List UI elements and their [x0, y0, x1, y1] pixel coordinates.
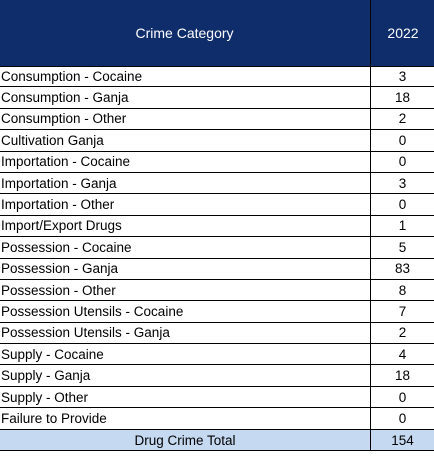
total-row: Drug Crime Total 154	[0, 430, 434, 451]
header-year: 2022	[370, 0, 434, 66]
table-row: Possession Utensils - Ganja 2	[0, 322, 434, 345]
row-category: Consumption - Other	[1, 111, 127, 127]
row-value: 0	[370, 194, 434, 215]
bottom-divider	[0, 451, 434, 456]
row-value: 0	[370, 386, 434, 408]
row-category: Possession - Cocaine	[1, 239, 132, 255]
row-value: 5	[370, 237, 434, 258]
row-category: Supply - Cocaine	[1, 346, 104, 362]
row-value: 3	[370, 66, 434, 87]
table-body: Consumption - Cocaine 3 Consumption - Ga…	[0, 66, 434, 430]
table-row: Cultivation Ganja 0	[0, 130, 434, 152]
table-row: Consumption - Ganja 18	[0, 87, 434, 109]
table-row: Importation - Cocaine 0	[0, 151, 434, 173]
row-category: Import/Export Drugs	[1, 218, 122, 234]
row-value: 3	[370, 172, 434, 194]
row-category: Failure to Provide	[1, 410, 107, 426]
row-category: Importation - Other	[1, 197, 115, 213]
row-category: Supply - Other	[1, 389, 89, 405]
row-value: 0	[370, 408, 434, 429]
row-value: 0	[370, 151, 434, 172]
header-crime-category: Crime Category	[135, 25, 234, 41]
row-category: Cultivation Ganja	[1, 132, 104, 148]
table-row: Supply - Other 0	[0, 386, 434, 409]
row-value: 18	[370, 365, 434, 386]
table-row: Import/Export Drugs 1	[0, 215, 434, 238]
table-row: Supply - Ganja 18	[0, 365, 434, 387]
table-row: Possession - Ganja 83	[0, 258, 434, 280]
row-category: Importation - Cocaine	[1, 154, 131, 170]
row-value: 2	[370, 322, 434, 344]
table-row: Possession Utensils - Cocaine 7	[0, 301, 434, 323]
table-row: Importation - Other 0	[0, 194, 434, 216]
table-row: Supply - Cocaine 4	[0, 344, 434, 366]
table-row: Possession - Other 8	[0, 279, 434, 302]
total-label: Drug Crime Total	[134, 432, 236, 448]
row-category: Consumption - Ganja	[1, 90, 129, 106]
table-header: Crime Category 2022	[0, 0, 434, 67]
row-value: 8	[370, 279, 434, 301]
row-category: Importation - Ganja	[1, 175, 117, 191]
total-value: 154	[370, 430, 434, 450]
table-row: Consumption - Other 2	[0, 108, 434, 131]
table-row: Importation - Ganja 3	[0, 172, 434, 195]
row-category: Possession Utensils - Ganja	[1, 325, 170, 341]
row-category: Consumption - Cocaine	[1, 68, 143, 84]
row-category: Possession Utensils - Cocaine	[1, 303, 184, 319]
row-category: Possession - Ganja	[1, 261, 119, 277]
row-value: 1	[370, 215, 434, 237]
row-value: 4	[370, 344, 434, 365]
table-row: Consumption - Cocaine 3	[0, 66, 434, 88]
table-row: Possession - Cocaine 5	[0, 237, 434, 259]
row-value: 0	[370, 130, 434, 151]
row-value: 18	[370, 87, 434, 108]
row-value: 7	[370, 301, 434, 322]
row-value: 2	[370, 108, 434, 130]
row-value: 83	[370, 258, 434, 279]
row-category: Supply - Ganja	[1, 368, 91, 384]
table-row: Failure to Provide 0	[0, 408, 434, 430]
row-category: Possession - Other	[1, 282, 116, 298]
